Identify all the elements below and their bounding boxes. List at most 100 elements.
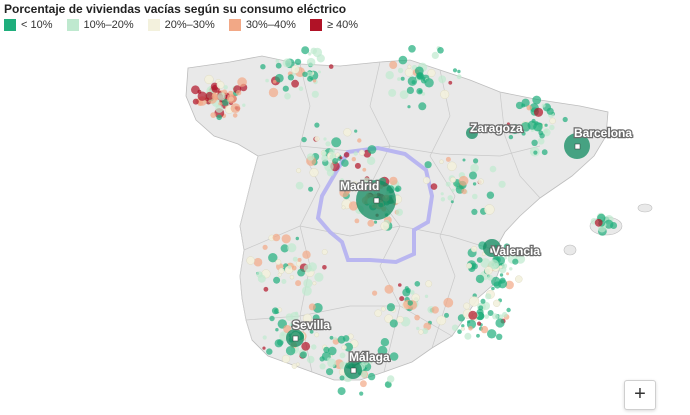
map-bubble — [463, 302, 471, 310]
city-valencia[interactable]: Valencia — [489, 243, 542, 259]
map-bubble — [492, 313, 499, 320]
map-bubble — [430, 183, 438, 190]
map-bubble — [418, 89, 423, 94]
map-bubble — [440, 192, 444, 196]
map-bubble — [438, 75, 447, 84]
map-bubble — [526, 105, 532, 111]
map-bubble — [268, 87, 279, 98]
map-bubble — [362, 167, 367, 172]
city-marker-valencia — [489, 247, 496, 254]
map-bubble — [477, 178, 484, 185]
map-bubble — [541, 149, 548, 156]
city-marker-zaragoza — [470, 128, 476, 134]
map-bubble — [319, 363, 326, 370]
map-bubble — [407, 105, 411, 109]
map-bubble — [515, 101, 524, 110]
map-bubble — [385, 71, 394, 80]
spain-map[interactable]: Zaragoza Barcelona Madrid Valencia Sevil… — [0, 36, 690, 415]
map-bubble — [278, 267, 285, 274]
map-bubble — [262, 335, 267, 340]
map-bubble — [473, 158, 479, 164]
map-bubble — [322, 265, 327, 270]
map-bubble — [406, 86, 414, 94]
map-bubble — [377, 345, 388, 356]
map-bubble — [341, 205, 346, 210]
map-bubble — [493, 299, 501, 307]
map-bubble — [306, 355, 315, 364]
map-bubble — [546, 107, 554, 115]
map-bubble — [307, 262, 317, 272]
balearic-ibiza — [563, 244, 577, 256]
map-bubble — [218, 101, 223, 106]
map-bubble — [544, 123, 548, 127]
map-bubble — [489, 165, 497, 173]
city-malaga[interactable]: Málaga — [348, 349, 391, 374]
city-barcelona[interactable]: Barcelona — [573, 125, 634, 150]
map-bubble — [205, 97, 210, 102]
map-bubble — [562, 116, 568, 123]
map-bubble — [272, 233, 281, 242]
map-bubble — [471, 208, 478, 215]
map-bubble — [287, 243, 297, 253]
map-bubble — [294, 311, 299, 315]
map-bubble — [424, 78, 434, 88]
map-bubble — [282, 85, 289, 92]
map-bubble — [271, 307, 279, 315]
map-bubble — [293, 319, 300, 326]
map-bubble — [389, 61, 398, 69]
map-bubble — [312, 281, 317, 286]
zoom-in-button[interactable]: + — [624, 380, 656, 410]
legend-label-20-30: 20%–30% — [164, 19, 215, 31]
map-bubble — [326, 368, 334, 376]
map-bubble — [328, 346, 337, 356]
map-bubble — [354, 129, 358, 133]
map-bubble — [342, 335, 350, 342]
map-bubble — [549, 117, 556, 125]
city-zaragoza[interactable]: Zaragoza — [469, 120, 525, 137]
map-bubble — [273, 276, 281, 284]
map-bubble — [437, 47, 444, 54]
legend: < 10% 10%–20% 20%–30% 30%–40% ≥ 40% — [4, 19, 372, 31]
map-bubble — [476, 333, 480, 338]
city-markers: Zaragoza Barcelona Madrid Valencia Sevil… — [291, 120, 634, 374]
map-bubble — [447, 195, 453, 201]
map-bubble — [408, 45, 416, 53]
map-bubble — [447, 161, 457, 172]
map-bubble — [472, 193, 478, 200]
map-bubble — [285, 346, 296, 356]
map-bubble — [321, 249, 328, 255]
city-label-barcelona: Barcelona — [574, 126, 632, 140]
map-bubble — [344, 187, 351, 194]
map-bubble — [309, 329, 314, 334]
map-bubble — [506, 307, 511, 313]
map-bubble — [604, 219, 614, 229]
city-madrid[interactable]: Madrid — [339, 178, 381, 204]
map-bubble — [357, 138, 362, 143]
city-marker-malaga — [350, 367, 357, 374]
map-bubble — [532, 95, 542, 105]
map-bubble — [275, 59, 280, 63]
map-bubble — [204, 74, 214, 85]
map-bubble — [191, 85, 200, 95]
map-bubble — [297, 268, 305, 277]
map-title: Porcentaje de viviendas vacías según su … — [4, 2, 347, 16]
map-bubble — [508, 134, 514, 140]
map-bubble — [458, 175, 469, 186]
map-bubble — [299, 351, 307, 359]
map-bubble — [301, 341, 311, 351]
map-bubble — [298, 86, 304, 91]
map-bubble — [262, 244, 268, 250]
legend-label-10-20: 10%–20% — [83, 19, 134, 31]
map-bubble — [424, 294, 429, 298]
map-bubble — [303, 278, 313, 288]
map-bubble — [457, 69, 461, 74]
map-bubble — [297, 257, 302, 262]
legend-item-lt10: < 10% — [4, 19, 53, 31]
map-bubble — [467, 320, 471, 324]
map-bubble — [509, 247, 517, 254]
map-bubble — [445, 156, 451, 162]
map-bubble — [281, 354, 291, 364]
map-bubble — [512, 258, 519, 265]
city-sevilla[interactable]: Sevilla — [291, 317, 332, 342]
map-bubble — [280, 244, 289, 253]
